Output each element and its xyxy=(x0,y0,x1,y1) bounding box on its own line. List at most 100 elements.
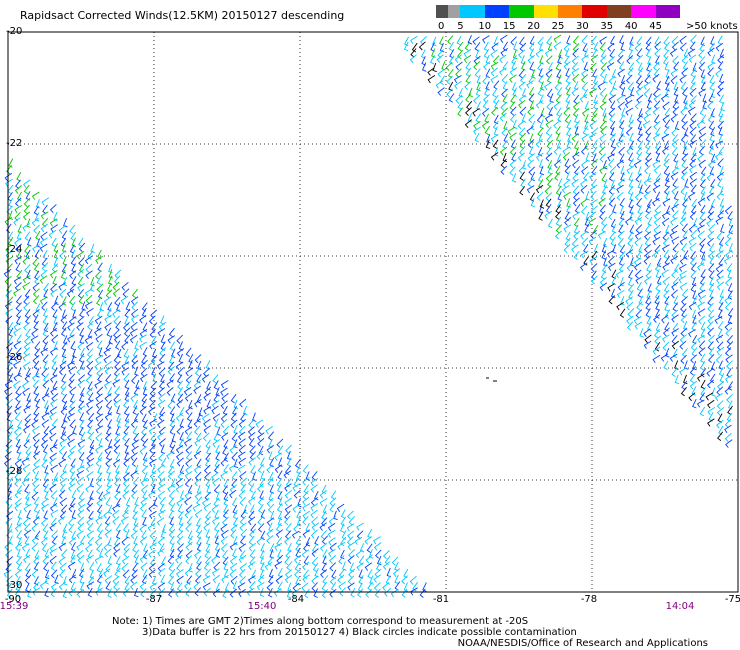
wind-barb xyxy=(509,166,516,176)
wind-barb xyxy=(563,179,570,189)
wind-barb xyxy=(23,197,31,208)
wind-barb xyxy=(67,451,75,460)
wind-barb xyxy=(105,289,113,299)
wind-barb xyxy=(140,433,147,443)
wind-barb xyxy=(643,328,651,337)
wind-barb xyxy=(24,418,31,428)
wind-barb xyxy=(4,450,12,460)
wind-barb xyxy=(23,424,31,434)
wind-barb xyxy=(681,348,688,358)
wind-barb xyxy=(81,301,86,311)
wind-barb xyxy=(88,431,95,441)
wind-barb xyxy=(204,568,212,578)
wind-barb xyxy=(608,158,615,168)
wind-barb xyxy=(563,106,570,117)
wind-barb xyxy=(715,140,724,149)
wind-barb xyxy=(266,581,274,591)
wind-barb xyxy=(683,48,689,58)
wind-barb xyxy=(556,139,562,150)
wind-barb xyxy=(652,184,661,194)
wind-barb xyxy=(680,133,687,143)
wind-barb xyxy=(214,535,220,545)
wind-barb xyxy=(537,172,543,183)
wind-barb xyxy=(86,530,95,539)
wind-barb xyxy=(454,54,462,63)
wind-barb xyxy=(653,93,661,103)
wind-barb xyxy=(499,146,508,156)
wind-barb xyxy=(555,186,562,196)
wind-barb xyxy=(122,523,129,533)
wind-barb xyxy=(248,477,255,487)
wind-barb xyxy=(177,549,183,559)
wind-barb xyxy=(157,563,165,572)
wind-barb xyxy=(592,153,597,163)
wind-barb xyxy=(602,113,608,123)
wind-barb xyxy=(689,158,697,168)
wind-barb xyxy=(31,328,39,337)
wind-barb xyxy=(499,112,507,122)
wind-barb xyxy=(690,184,697,194)
wind-barb xyxy=(256,536,264,546)
wind-barb xyxy=(510,139,516,149)
wind-barb xyxy=(671,367,678,377)
wind-barb xyxy=(78,353,85,363)
wind-barb xyxy=(123,484,130,494)
wind-barb xyxy=(62,588,68,599)
wind-barb xyxy=(598,197,606,207)
wind-barb xyxy=(71,509,77,520)
wind-barb xyxy=(653,100,661,110)
wind-barb xyxy=(53,340,59,351)
wind-barb xyxy=(509,67,518,76)
wind-barb xyxy=(706,237,714,247)
wind-barb xyxy=(558,49,563,59)
wind-barb xyxy=(680,303,687,313)
wind-barb xyxy=(23,503,32,513)
wind-barb xyxy=(41,459,48,469)
wind-barb xyxy=(671,35,679,45)
wind-barb xyxy=(629,36,634,46)
wind-barb xyxy=(681,67,689,77)
wind-barb xyxy=(121,536,129,546)
wind-barb xyxy=(6,223,12,234)
wind-barb xyxy=(698,347,706,357)
wind-barb xyxy=(572,159,580,169)
wind-barb xyxy=(53,472,59,482)
wind-barb xyxy=(501,88,508,98)
wind-barb xyxy=(593,243,599,254)
wind-barb xyxy=(268,471,274,482)
wind-barb xyxy=(633,316,642,325)
wind-barb xyxy=(683,374,688,385)
wind-barb xyxy=(27,588,32,599)
wind-barb xyxy=(121,361,130,370)
wind-barb xyxy=(159,543,165,553)
wind-barb xyxy=(698,315,706,325)
wind-barb xyxy=(158,438,166,448)
wind-barb xyxy=(13,360,21,369)
wind-barb xyxy=(696,120,705,129)
wind-barb xyxy=(574,114,579,124)
wind-barb xyxy=(665,348,670,358)
wind-barb xyxy=(84,335,93,344)
wind-barb xyxy=(131,360,139,370)
wind-barb xyxy=(238,543,247,552)
wind-barb xyxy=(58,458,66,468)
wind-barb xyxy=(114,470,120,481)
wind-barb xyxy=(644,158,652,167)
wind-barb xyxy=(564,48,570,58)
wind-barb xyxy=(16,548,22,558)
wind-barb xyxy=(139,554,148,563)
wind-barb xyxy=(629,191,634,202)
wind-barb xyxy=(133,517,139,527)
wind-barb xyxy=(113,354,120,364)
wind-barb xyxy=(321,484,327,495)
wind-barb xyxy=(634,217,643,226)
wind-barb xyxy=(61,296,67,306)
wind-barb xyxy=(60,504,68,514)
wind-barb xyxy=(553,34,562,43)
wind-barb xyxy=(87,392,94,402)
wind-barb xyxy=(115,340,121,350)
wind-barb xyxy=(177,386,184,397)
wind-barb xyxy=(681,113,687,124)
wind-barb xyxy=(603,73,608,84)
wind-barb xyxy=(689,41,696,51)
